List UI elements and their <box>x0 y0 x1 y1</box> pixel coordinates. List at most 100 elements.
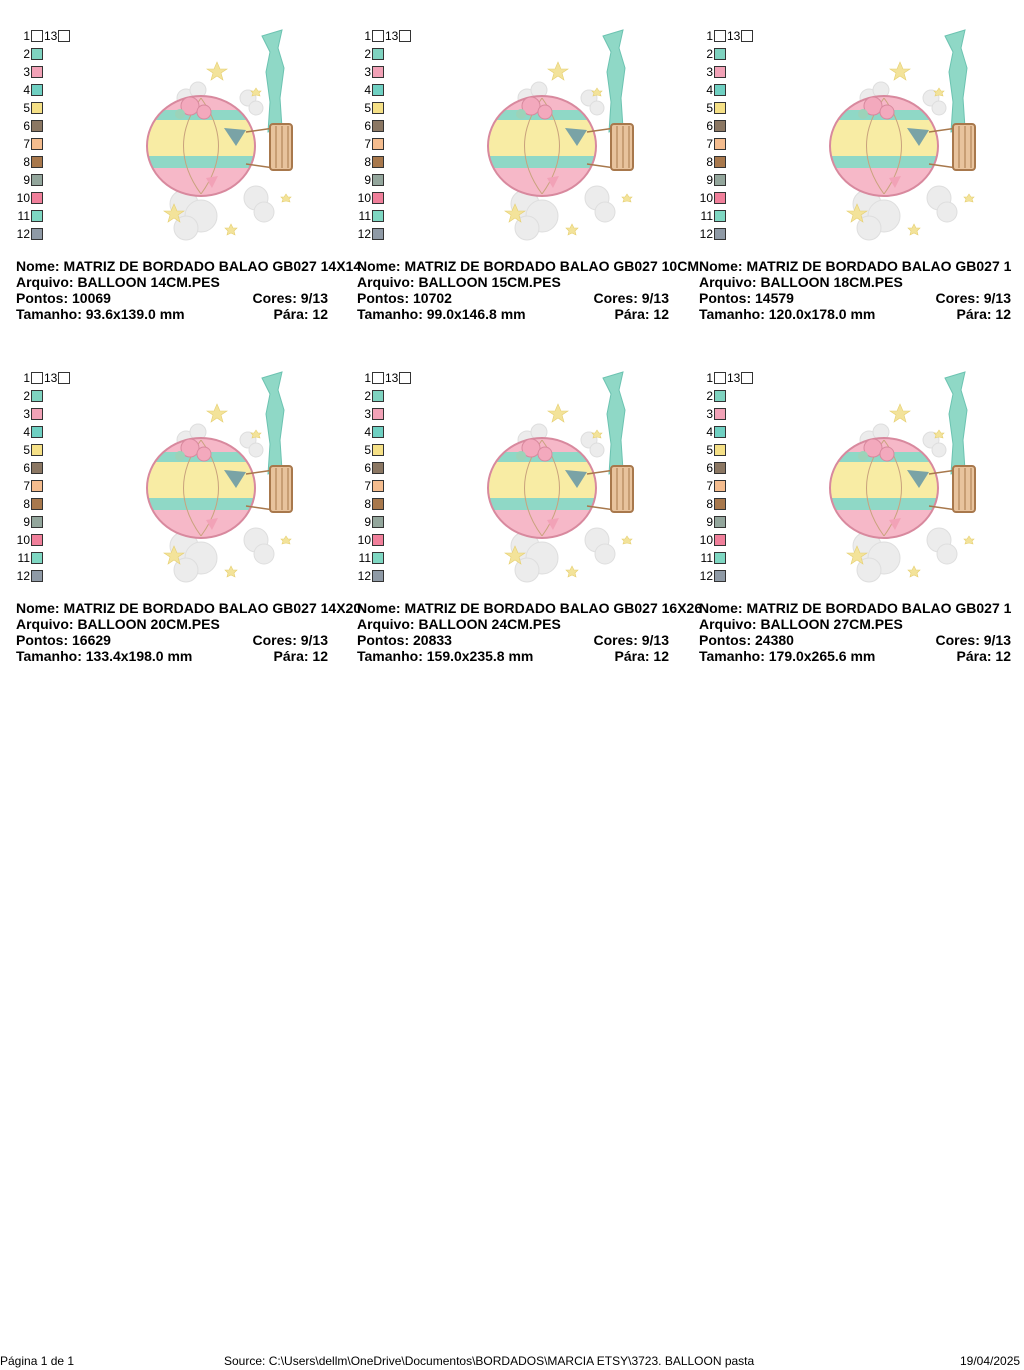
design-stops: Pára: 12 <box>614 648 669 664</box>
palette-row: 2 <box>16 387 43 405</box>
palette-number: 1 <box>23 371 30 385</box>
design-size: Tamanho: 99.0x146.8 mm <box>357 306 526 322</box>
color-swatch <box>372 48 384 60</box>
design-stitches-row: Pontos: 20833 Cores: 9/13 <box>357 632 697 648</box>
palette-row: 8 <box>357 495 384 513</box>
color-swatch <box>714 390 726 402</box>
color-swatch <box>31 174 43 186</box>
design-stitches-row: Pontos: 14579 Cores: 9/13 <box>699 290 1024 306</box>
design-size-row: Tamanho: 99.0x146.8 mm Pára: 12 <box>357 306 697 322</box>
palette-row: 3 <box>16 405 43 423</box>
color-swatch <box>372 228 384 240</box>
design-stitches: Pontos: 14579 <box>699 290 794 306</box>
palette-row: 9 <box>699 513 726 531</box>
design-info: Nome: MATRIZ DE BORDADO BALAO GB027 14X2… <box>16 600 361 664</box>
color-swatch <box>372 534 384 546</box>
color-swatch <box>372 390 384 402</box>
color-swatch <box>714 444 726 456</box>
color-swatch <box>714 498 726 510</box>
color-swatch <box>714 48 726 60</box>
color-swatch <box>714 570 726 582</box>
color-swatch <box>714 462 726 474</box>
palette-row: 12 <box>699 225 726 243</box>
palette-row: 5 <box>699 441 726 459</box>
design-file: Arquivo: BALLOON 15CM.PES <box>357 274 697 290</box>
palette-row: 10 <box>699 189 726 207</box>
color-swatch <box>399 30 412 42</box>
color-swatch <box>31 552 43 564</box>
palette-row: 11 <box>357 549 384 567</box>
design-file-text: Arquivo: BALLOON 14CM.PES <box>16 274 220 290</box>
design-stitches-row: Pontos: 24380 Cores: 9/13 <box>699 632 1024 648</box>
balloon-embroidery-icon <box>829 371 976 583</box>
palette-row: 9 <box>357 513 384 531</box>
palette-number: 13 <box>44 371 58 385</box>
palette-row: 5 <box>357 441 384 459</box>
palette-number: 9 <box>364 173 371 187</box>
design-stops: Pára: 12 <box>614 306 669 322</box>
palette-row: 4 <box>357 81 384 99</box>
design-size-row: Tamanho: 133.4x198.0 mm Pára: 12 <box>16 648 356 664</box>
palette-number: 2 <box>23 47 30 61</box>
color-swatch <box>714 210 726 222</box>
print-date: 19/04/2025 <box>960 1354 1021 1368</box>
palette-row: 7 <box>16 477 43 495</box>
palette-row: 5 <box>357 99 384 117</box>
palette-number: 8 <box>23 155 30 169</box>
palette-row: 12 <box>16 567 43 585</box>
palette-number: 4 <box>706 425 713 439</box>
palette-number: 7 <box>364 137 371 151</box>
palette-row: 12 <box>699 567 726 585</box>
balloon-embroidery-icon <box>146 29 293 241</box>
palette-row: 8 <box>16 153 43 171</box>
color-swatch <box>31 138 43 150</box>
palette-row: 12 <box>16 225 43 243</box>
palette-row: 12 <box>357 567 384 585</box>
palette-row: 2 <box>16 45 43 63</box>
color-swatch <box>372 120 384 132</box>
palette-row: 7 <box>16 135 43 153</box>
design-colors: Cores: 9/13 <box>935 632 1011 648</box>
palette-number: 6 <box>364 461 371 475</box>
palette-number: 11 <box>700 209 713 223</box>
color-swatch <box>714 516 726 528</box>
palette-number: 4 <box>23 425 30 439</box>
color-swatch <box>741 30 754 42</box>
color-swatch <box>31 48 43 60</box>
palette-row: 5 <box>16 441 43 459</box>
palette-row: 6 <box>16 117 43 135</box>
design-info: Nome: MATRIZ DE BORDADO BALAO GB027 14X1… <box>16 258 361 322</box>
color-swatch <box>372 210 384 222</box>
palette-number: 9 <box>706 515 713 529</box>
palette-number: 11 <box>17 209 30 223</box>
color-swatch <box>31 444 43 456</box>
palette-row: 11 <box>699 549 726 567</box>
palette-row: 9 <box>16 171 43 189</box>
palette-number: 2 <box>706 47 713 61</box>
design-name: Nome: MATRIZ DE BORDADO BALAO GB027 14X2… <box>16 600 361 616</box>
palette-number: 7 <box>706 479 713 493</box>
palette-row: 1 13 <box>699 27 754 45</box>
palette-row: 9 <box>699 171 726 189</box>
design-stitches: Pontos: 10069 <box>16 290 111 306</box>
palette-row: 11 <box>699 207 726 225</box>
design-size: Tamanho: 159.0x235.8 mm <box>357 648 534 664</box>
color-swatch <box>31 30 43 42</box>
design-stitches-row: Pontos: 10069 Cores: 9/13 <box>16 290 356 306</box>
design-colors: Cores: 9/13 <box>593 632 669 648</box>
design-name-text: Nome: MATRIZ DE BORDADO BALAO GB027 14X2… <box>16 600 362 616</box>
palette-row: 6 <box>699 117 726 135</box>
color-swatch <box>372 444 384 456</box>
palette-number: 7 <box>706 137 713 151</box>
design-name-text: Nome: MATRIZ DE BORDADO BALAO GB027 14X1… <box>16 258 362 274</box>
design-file: Arquivo: BALLOON 20CM.PES <box>16 616 356 632</box>
palette-number: 2 <box>23 389 30 403</box>
palette-row: 6 <box>357 117 384 135</box>
palette-number: 5 <box>364 101 371 115</box>
color-swatch <box>31 534 43 546</box>
design-stitches-row: Pontos: 10702 Cores: 9/13 <box>357 290 697 306</box>
design-info: Nome: MATRIZ DE BORDADO BALAO GB027 1 Ar… <box>699 258 1024 322</box>
palette-number: 10 <box>699 533 713 547</box>
palette-number: 4 <box>364 83 371 97</box>
palette-number: 12 <box>699 569 713 583</box>
